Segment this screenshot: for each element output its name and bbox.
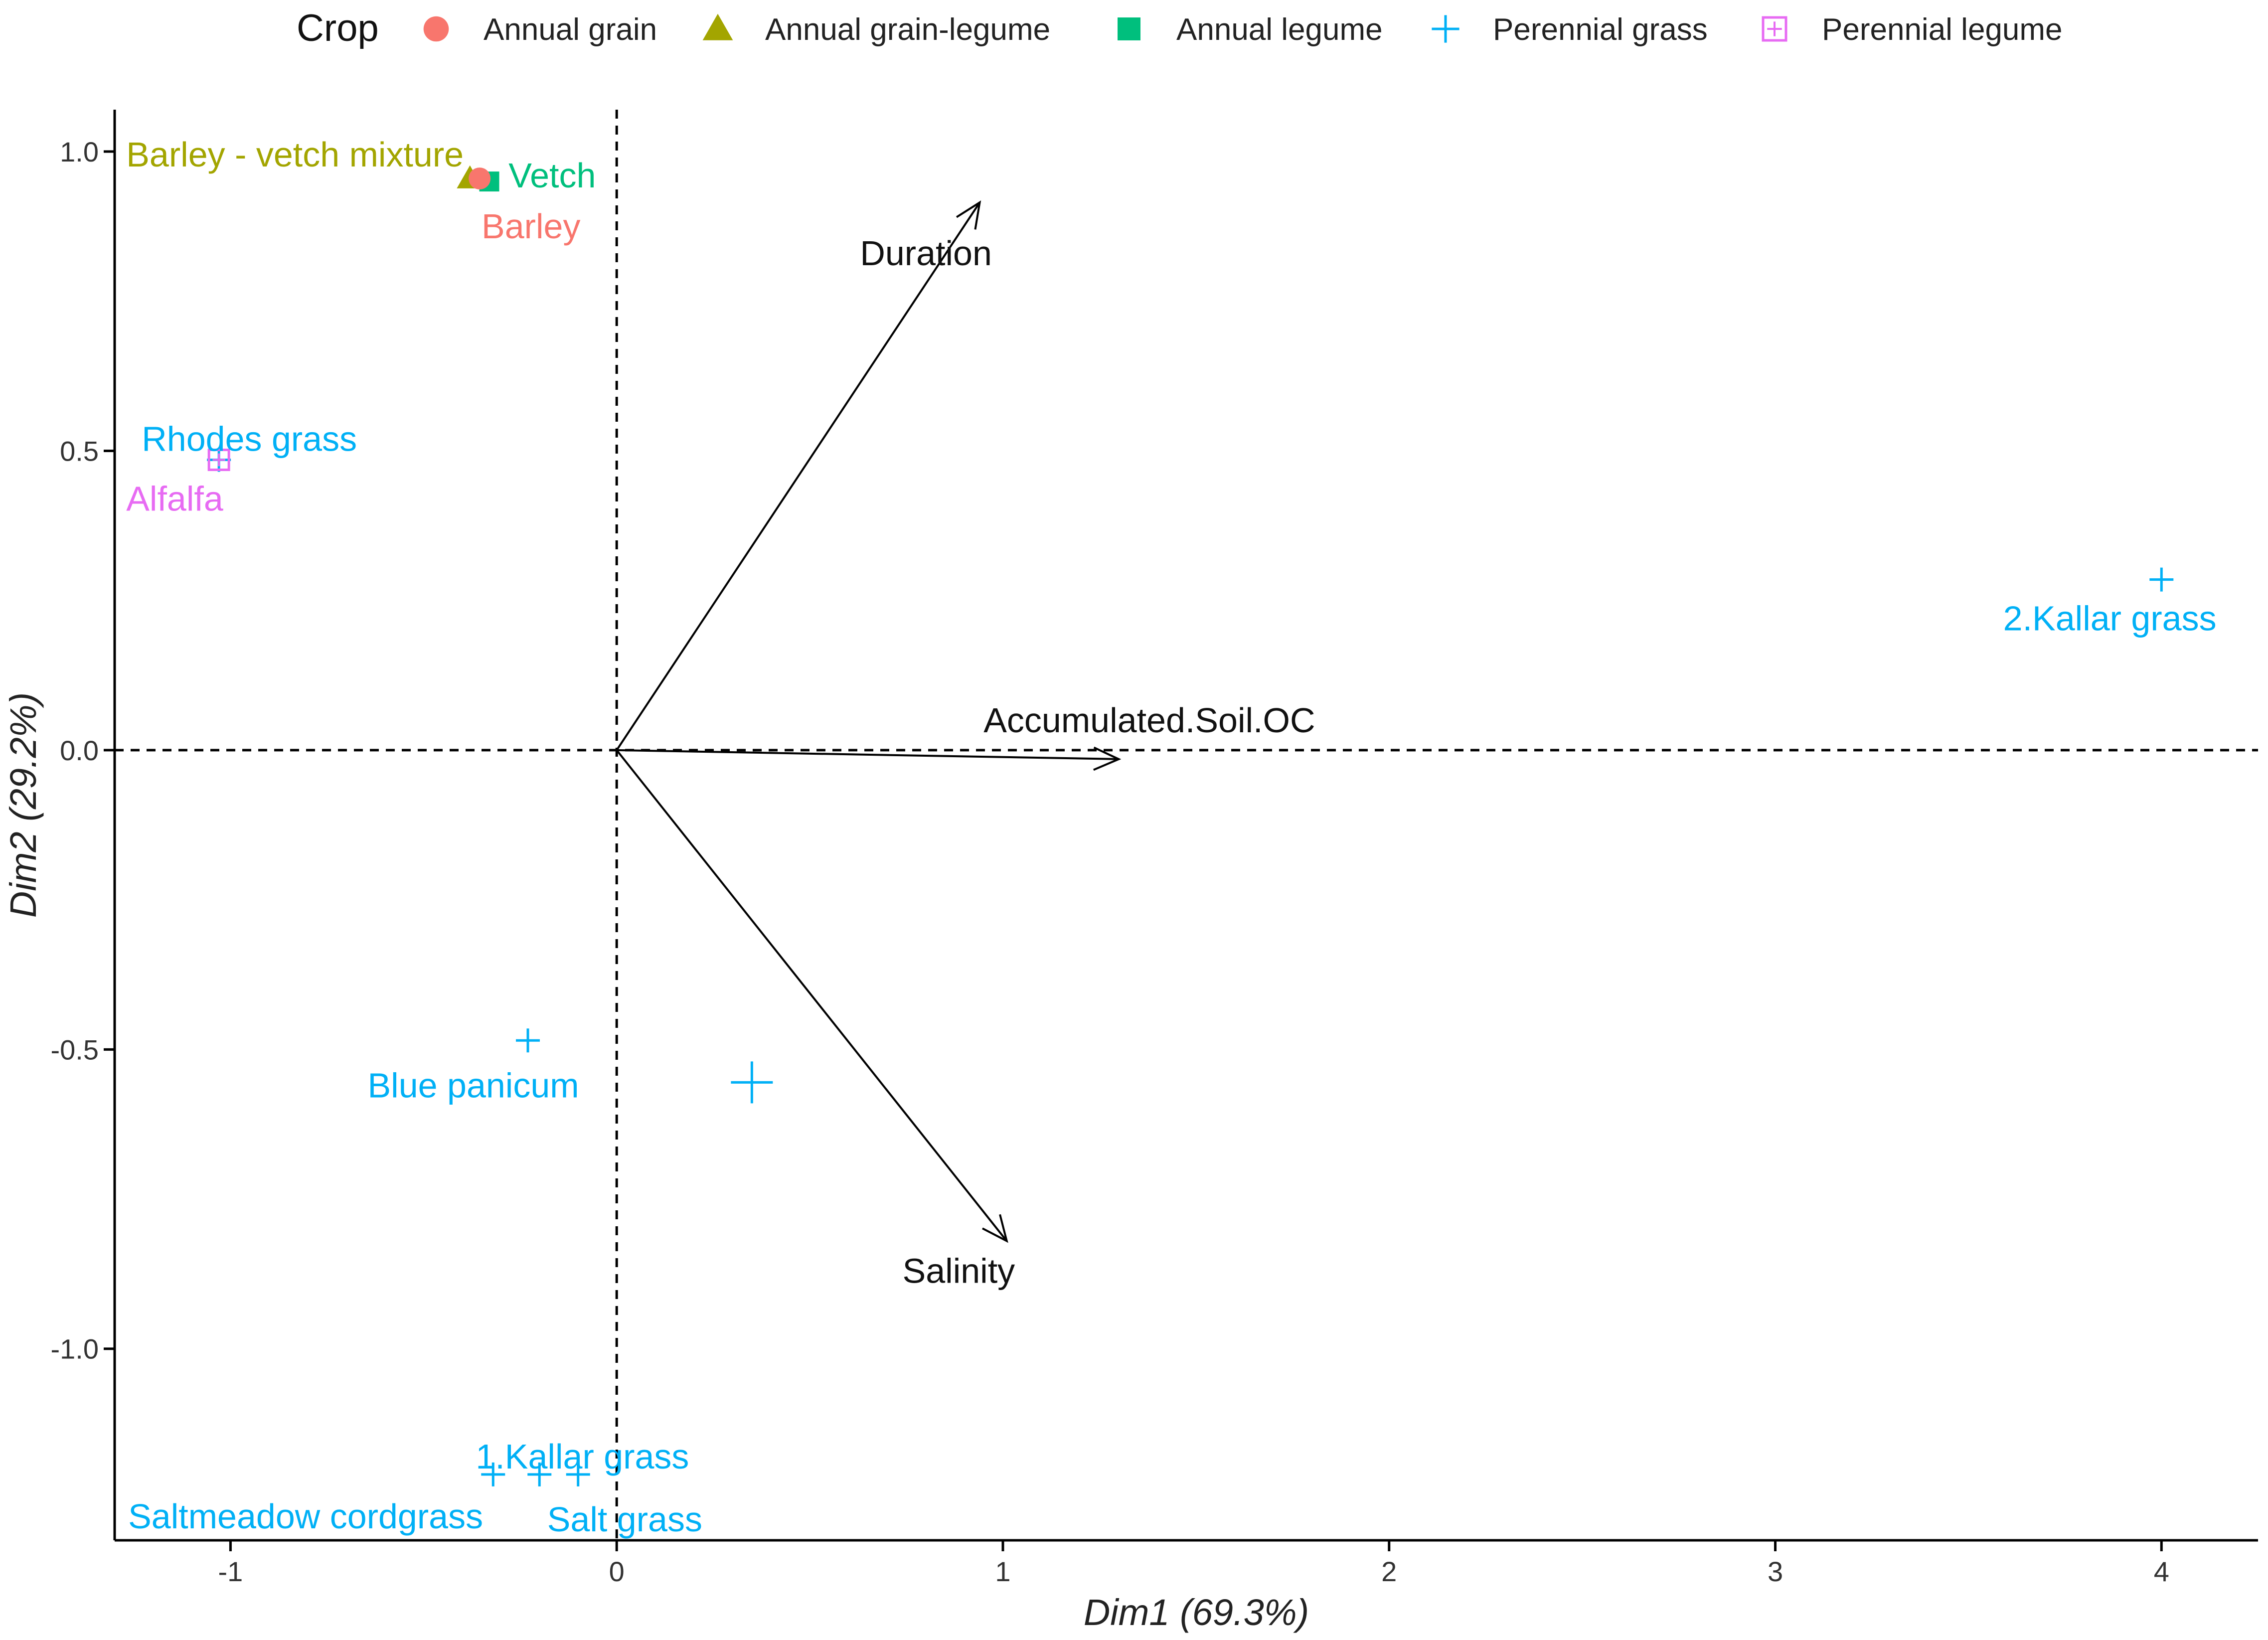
point-blue-panicum [516,1028,540,1053]
legend-label: Perennial legume [1822,12,2063,47]
y-axis-ticks: -1.0 -0.5 0.0 0.5 1.0 [51,136,115,1365]
y-tick-label: 1.0 [60,136,99,167]
data-points [207,165,2174,1486]
point-label: Blue panicum [367,1066,579,1105]
arrow-shaft [616,202,981,751]
x-tick-label: 4 [2154,1556,2169,1587]
point-label: 2.Kallar grass [2003,599,2217,638]
arrow-head [956,200,981,230]
point-1-kallar-grass [527,1462,552,1486]
point-barley [469,167,491,190]
x-axis-title: Dim1 (69.3%) [1084,1592,1309,1633]
variable-label: Accumulated.Soil.OC [983,701,1315,740]
legend-marker-annual-grain-legume [702,13,733,40]
point-label: Alfalfa [126,480,223,518]
y-tick-label: -0.5 [51,1034,99,1065]
point-2-kallar-grass [2149,567,2174,592]
legend-marker-annual-legume-shape [1118,17,1140,40]
arrow-head [982,1214,1008,1243]
point-group-centroid [731,1061,773,1104]
variable-arrow-duration: Duration [616,200,992,751]
x-axis-ticks: -1 0 1 2 3 4 [218,1540,2169,1587]
x-tick-label: 1 [995,1556,1010,1587]
arrow-head [1093,746,1122,771]
point-label: Rhodes grass [142,419,357,458]
y-axis-title: Dim2 (29.2%) [2,692,44,918]
point-saltmeadow-cordgrass [481,1462,505,1486]
variable-arrow-accumulated-soil-oc: Accumulated.Soil.OC [617,701,1315,771]
legend-marker-perennial-grass [1432,15,1459,43]
y-tick-label: 0.0 [60,735,99,766]
legend-marker-annual-grain [423,16,449,42]
legend-label: Perennial grass [1493,12,1708,47]
variable-label: Salinity [903,1252,1015,1291]
legend-label: Annual legume [1176,12,1383,47]
arrow-shaft [616,749,1008,1242]
point-label: Saltmeadow cordgrass [128,1497,483,1536]
legend-label: Annual grain [484,12,657,47]
point-label: Vetch [508,156,596,195]
variable-label: Duration [860,234,992,273]
legend-marker-perennial-legume [1762,16,1787,42]
legend: Crop Annual grain Annual grain-legume Annua… [297,7,2063,49]
point-labels: Barley - vetch mixture Vetch Barley Rhodes … [126,135,2216,1539]
legend-label: Annual grain-legume [765,12,1050,47]
point-label: Barley - vetch mixture [126,135,464,174]
legend-title: Crop [297,7,379,49]
legend-marker-perennial-legume-box [1762,16,1787,42]
x-tick-label: 3 [1768,1556,1783,1587]
legend-marker-annual-legume [1118,17,1140,40]
point-barley-shape [469,167,491,190]
point-label: Barley [482,207,580,246]
y-tick-label: -1.0 [51,1333,99,1365]
reference-lines [115,110,2258,1540]
y-tick-label: 0.5 [60,435,99,467]
point-alfalfa-box [207,448,230,471]
variable-arrows: Duration Accumulated.Soil.OC Salinity [616,200,1315,1291]
plot-area: -1 0 1 2 3 4 -1.0 -0.5 0.0 0.5 1.0 Duration Accumu… [51,110,2258,1587]
variable-arrow-salinity: Salinity [616,749,1015,1291]
legend-marker-annual-grain-shape [423,16,449,42]
point-alfalfa [207,448,230,471]
point-salt-grass [566,1462,590,1486]
x-tick-label: -1 [218,1556,243,1587]
x-tick-label: 0 [609,1556,625,1587]
arrow-shaft [617,749,1119,760]
legend-marker-annual-grain-legume-shape [702,13,733,40]
point-label: Salt grass [547,1500,702,1539]
point-label: 1.Kallar grass [476,1437,689,1476]
x-tick-label: 2 [1381,1556,1397,1587]
